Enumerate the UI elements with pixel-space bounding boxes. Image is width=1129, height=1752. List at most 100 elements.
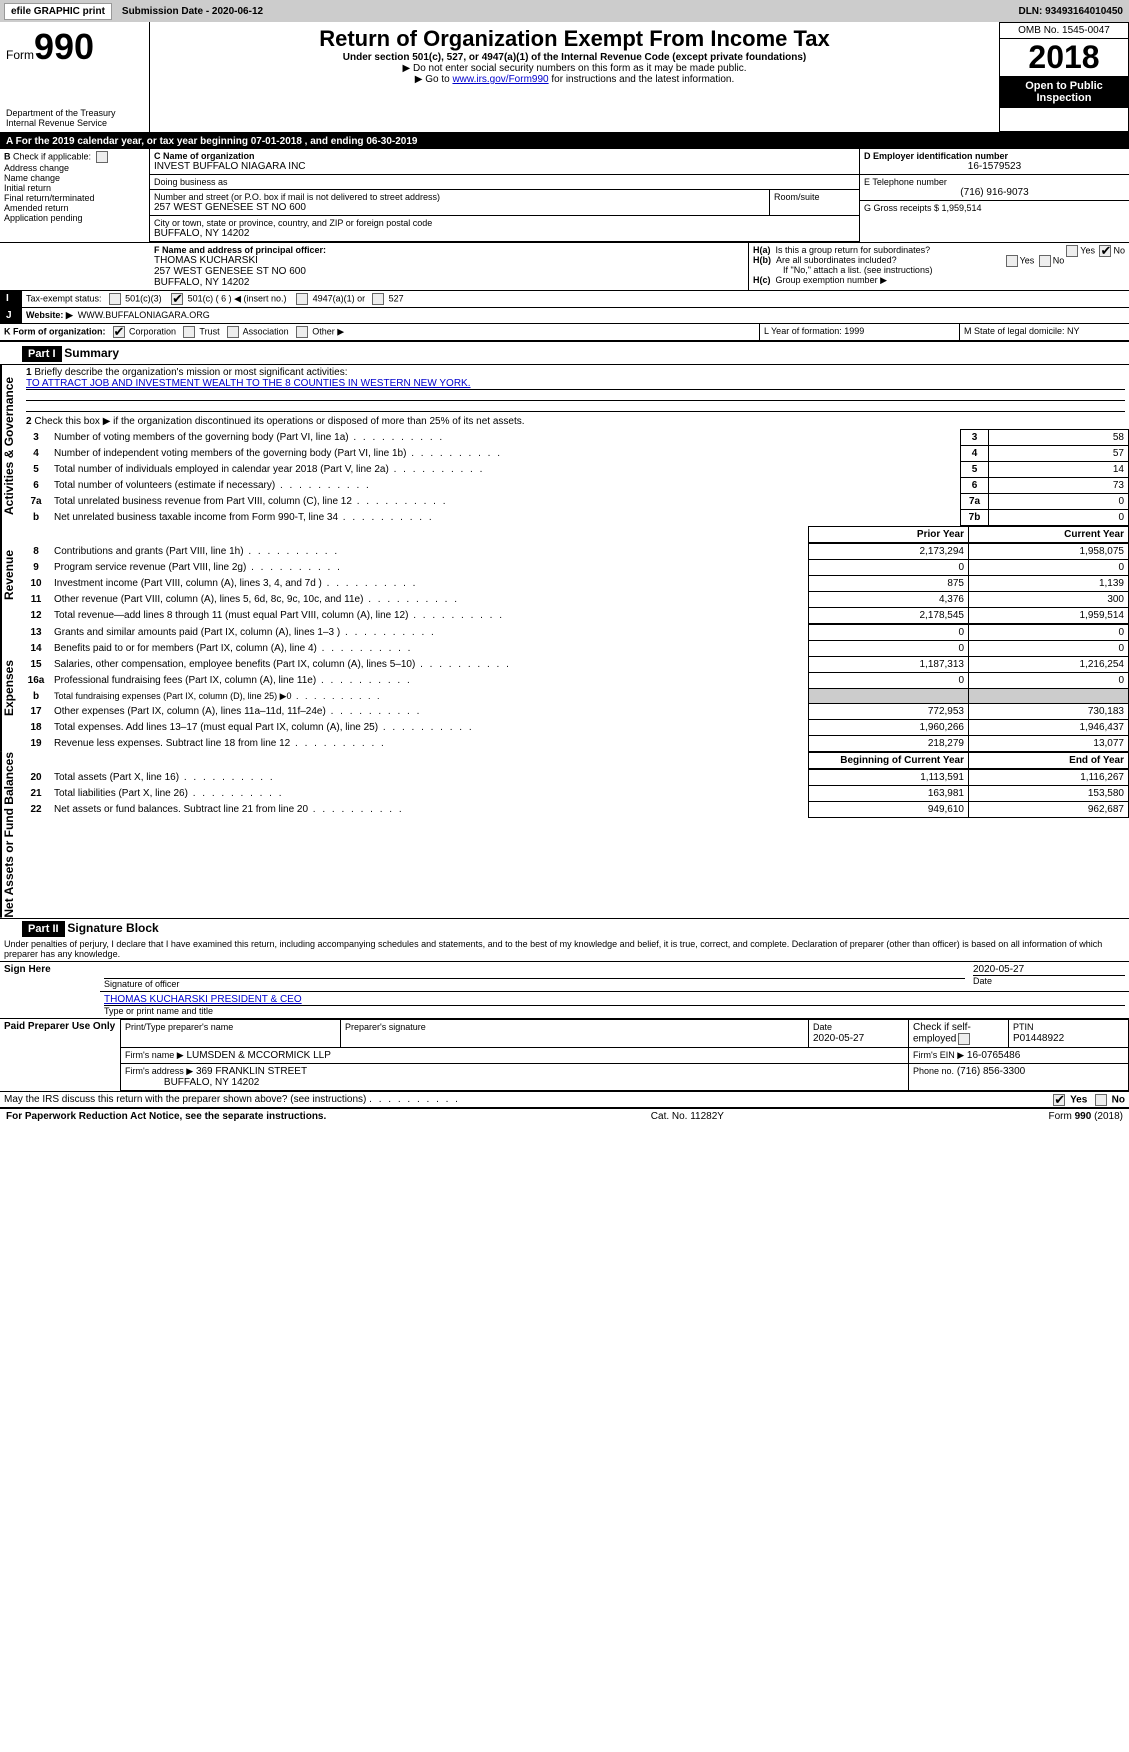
prior-hdr: Prior Year	[809, 527, 969, 543]
part1-hdr: Part I	[22, 346, 62, 362]
k-cb3[interactable]	[227, 326, 239, 338]
officer-label: Type or print name and title	[104, 1005, 1125, 1016]
section-deg: D Employer identification number 16-1579…	[859, 149, 1129, 242]
b-cb-applicable[interactable]	[96, 151, 108, 163]
table-row: 20Total assets (Part X, line 16)1,113,59…	[22, 770, 1129, 786]
ha-label: Is this a group return for subordinates?	[776, 245, 931, 255]
omb: OMB No. 1545-0047	[1000, 23, 1128, 39]
table-row: 4Number of independent voting members of…	[22, 446, 1129, 462]
table-row: 6Total number of volunteers (estimate if…	[22, 478, 1129, 494]
top-bar: efile GRAPHIC print Submission Date - 20…	[0, 0, 1129, 22]
table-row: 11Other revenue (Part VIII, column (A), …	[22, 592, 1129, 608]
footer: For Paperwork Reduction Act Notice, see …	[0, 1109, 1129, 1124]
table-row: 19Revenue less expenses. Subtract line 1…	[22, 736, 1129, 752]
table-row: 21Total liabilities (Part X, line 26)163…	[22, 786, 1129, 802]
sign-here: Sign Here	[0, 962, 100, 1018]
pd-value: 2020-05-27	[813, 1033, 864, 1044]
year-box: OMB No. 1545-0047 2018 Open to Public In…	[999, 22, 1129, 132]
j-label: Website: ▶	[26, 310, 73, 320]
i-cb3[interactable]	[296, 293, 308, 305]
table-exp: 13Grants and similar amounts paid (Part …	[22, 624, 1129, 752]
firm-name: LUMSDEN & MCCORMICK LLP	[186, 1050, 330, 1061]
hb-no-cb[interactable]	[1039, 255, 1051, 267]
d-label: D Employer identification number	[864, 151, 1125, 161]
g-label: G Gross receipts $ 1,959,514	[860, 201, 1129, 215]
part2-hdr: Part II	[22, 921, 65, 937]
c-name-label: C Name of organization	[154, 151, 855, 161]
k-cb4[interactable]	[296, 326, 308, 338]
table-row: bNet unrelated business taxable income f…	[22, 510, 1129, 526]
table-row: 8Contributions and grants (Part VIII, li…	[22, 544, 1129, 560]
f-label: F Name and address of principal officer:	[154, 245, 744, 255]
l1-text[interactable]: TO ATTRACT JOB AND INVESTMENT WEALTH TO …	[26, 378, 471, 389]
section-c: C Name of organization INVEST BUFFALO NI…	[150, 149, 859, 242]
b-opt-1: Name change	[4, 173, 145, 183]
addr-label: Firm's address ▶	[125, 1066, 193, 1076]
form990-link[interactable]: www.irs.gov/Form990	[452, 74, 548, 85]
form-number: 990	[34, 26, 94, 67]
pt-label: Print/Type preparer's name	[125, 1022, 233, 1032]
ptin-label: PTIN	[1013, 1022, 1034, 1032]
submission-date: Submission Date - 2020-06-12	[116, 6, 269, 17]
ptin-value: P01448922	[1013, 1033, 1064, 1044]
phone-value: (716) 856-3300	[957, 1066, 1025, 1077]
d-value: 16-1579523	[864, 161, 1125, 172]
discuss-text: May the IRS discuss this return with the…	[4, 1094, 366, 1105]
b-opt-3: Final return/terminated	[4, 193, 145, 203]
footer-mid: Cat. No. 11282Y	[651, 1111, 724, 1122]
k-cb1[interactable]	[113, 326, 125, 338]
table-row: 18Total expenses. Add lines 13–17 (must …	[22, 720, 1129, 736]
e-label: E Telephone number	[864, 177, 1125, 187]
ha-no-cb[interactable]	[1099, 245, 1111, 257]
title-block: Return of Organization Exempt From Incom…	[150, 22, 999, 132]
irs: Internal Revenue Service	[6, 118, 143, 128]
table-row: 10Investment income (Part VIII, column (…	[22, 576, 1129, 592]
note2-suffix: for instructions and the latest informat…	[549, 74, 735, 85]
table-na-hdr: Beginning of Current YearEnd of Year	[22, 752, 1129, 769]
table-row: 3Number of voting members of the governi…	[22, 430, 1129, 446]
year: 2018	[1000, 39, 1128, 76]
c-name: INVEST BUFFALO NIAGARA INC	[154, 161, 855, 172]
f-name: THOMAS KUCHARSKI	[154, 255, 744, 266]
efile-button[interactable]: efile GRAPHIC print	[4, 3, 112, 20]
j-letter: J	[0, 308, 22, 323]
b-opt-5: Application pending	[4, 213, 145, 223]
section-l: L Year of formation: 1999	[759, 324, 959, 340]
i-cb4[interactable]	[372, 293, 384, 305]
addr-value: 369 FRANKLIN STREET	[196, 1066, 307, 1077]
sidelabel-exp: Expenses	[0, 624, 22, 752]
k-cb2[interactable]	[183, 326, 195, 338]
addr-city: BUFFALO, NY 14202	[164, 1077, 259, 1088]
section-m: M State of legal domicile: NY	[959, 324, 1129, 340]
fein-value: 16-0765486	[967, 1050, 1020, 1061]
l1-label: Briefly describe the organization's miss…	[34, 367, 347, 378]
hc-label: Group exemption number ▶	[776, 275, 887, 285]
i-letter: I	[0, 291, 22, 307]
curr-hdr: Current Year	[969, 527, 1129, 543]
form-id-block: Form990 Department of the Treasury Inter…	[0, 22, 150, 132]
form-prefix: Form	[6, 48, 34, 62]
note1: ▶ Do not enter social security numbers o…	[154, 63, 995, 74]
phone-label: Phone no.	[913, 1066, 954, 1076]
c-city: BUFFALO, NY 14202	[154, 228, 855, 239]
c-street: 257 WEST GENESEE ST NO 600	[154, 202, 765, 213]
discuss-yes-cb[interactable]	[1053, 1094, 1065, 1106]
hb-label: Are all subordinates included?	[776, 255, 897, 265]
table-rev-hdr: Prior YearCurrent Year	[22, 526, 1129, 543]
k-label: K Form of organization:	[4, 326, 106, 336]
hb-yes-cb[interactable]	[1006, 255, 1018, 267]
l2-text: Check this box ▶ if the organization dis…	[34, 416, 524, 427]
dln: DLN: 93493164010450	[1012, 6, 1129, 17]
ha-yes-cb[interactable]	[1066, 245, 1078, 257]
part2-title: Signature Block	[67, 921, 158, 935]
table-row: 22Net assets or fund balances. Subtract …	[22, 802, 1129, 818]
self-emp-cb[interactable]	[958, 1033, 970, 1045]
discuss-no-cb[interactable]	[1095, 1094, 1107, 1106]
ps-label: Preparer's signature	[345, 1022, 426, 1032]
i-cb2[interactable]	[171, 293, 183, 305]
table-rev: 8Contributions and grants (Part VIII, li…	[22, 543, 1129, 624]
f-street: 257 WEST GENESEE ST NO 600	[154, 266, 744, 277]
e-value: (716) 916-9073	[864, 187, 1125, 198]
i-cb1[interactable]	[109, 293, 121, 305]
section-f: F Name and address of principal officer:…	[150, 243, 749, 290]
